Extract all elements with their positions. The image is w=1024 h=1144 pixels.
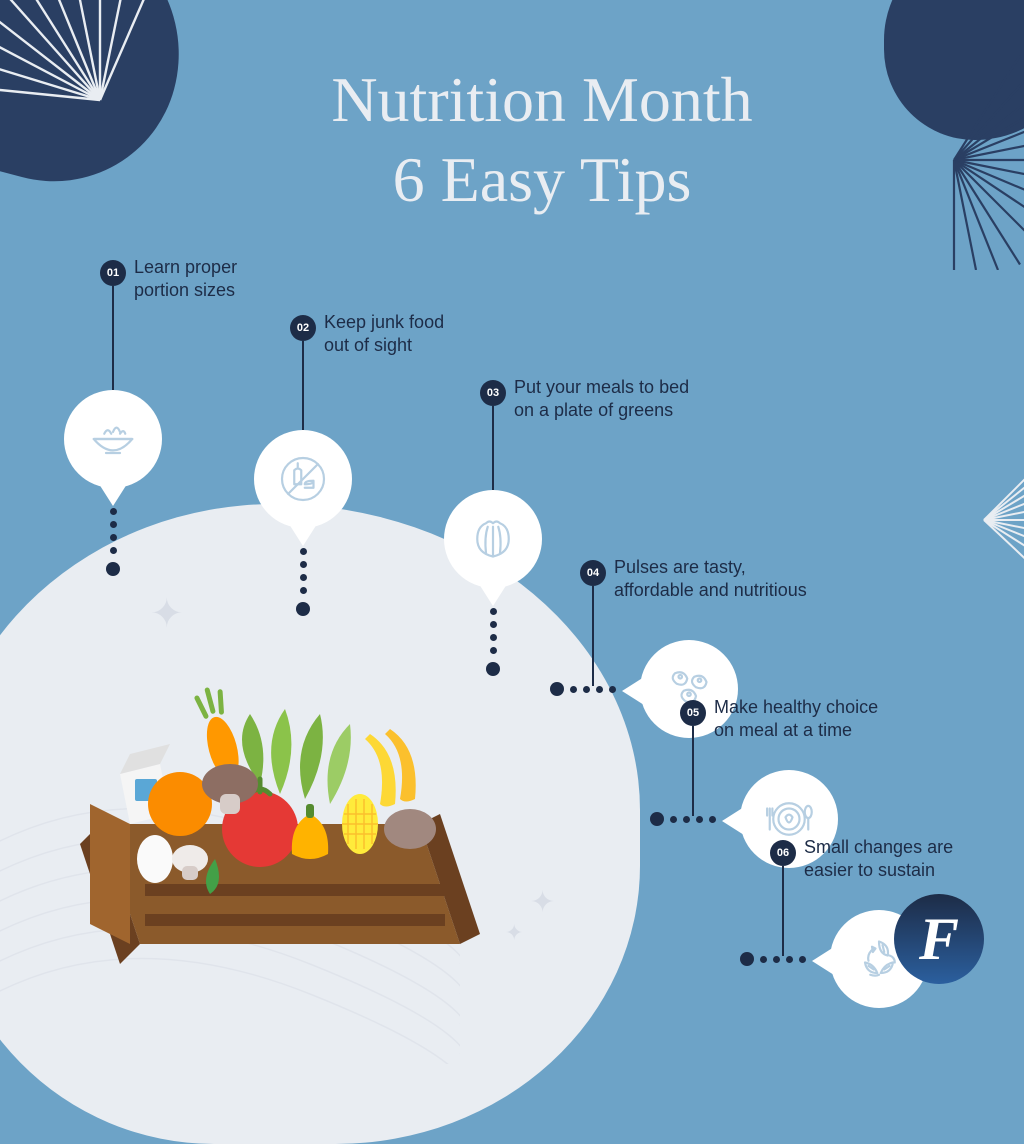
tip-number-badge: 01 xyxy=(100,260,126,286)
tip-number-badge: 05 xyxy=(680,700,706,726)
sparkle-icon: ✦ xyxy=(150,590,184,637)
tip-number-badge: 02 xyxy=(290,315,316,341)
tip-end-dot-icon xyxy=(740,952,754,966)
rays-mid-right-icon xyxy=(884,420,1024,620)
tip-dots-icon xyxy=(760,956,806,963)
tip-end-dot-icon xyxy=(650,812,664,826)
sparkle-icon: ✦ xyxy=(530,885,555,920)
tip-dots-icon xyxy=(570,686,616,693)
tip-connector xyxy=(492,406,494,490)
tip-end-dot-icon xyxy=(106,562,120,576)
tip-end-dot-icon xyxy=(550,682,564,696)
tip-connector xyxy=(692,726,694,816)
page-title: Nutrition Month 6 Easy Tips xyxy=(0,60,1024,220)
tip-connector xyxy=(112,286,114,390)
tip-icon-circle xyxy=(254,430,352,528)
tip-end-dot-icon xyxy=(296,602,310,616)
tip-dots-icon xyxy=(670,816,716,823)
tip-label: Small changes areeasier to sustain xyxy=(804,836,1024,883)
tip-tail-icon xyxy=(812,947,834,975)
tip-label: Make healthy choiceon meal at a time xyxy=(714,696,934,743)
tip-dots-icon xyxy=(300,548,307,594)
tip-number-badge: 04 xyxy=(580,560,606,586)
title-line-2: 6 Easy Tips xyxy=(393,144,692,215)
tip-number-badge: 03 xyxy=(480,380,506,406)
tip-label: Pulses are tasty,affordable and nutritio… xyxy=(614,556,834,603)
tip-tail-icon xyxy=(479,584,507,606)
tip-icon-circle xyxy=(444,490,542,588)
tip-label: Put your meals to bedon a plate of green… xyxy=(514,376,734,423)
tip-tail-icon xyxy=(99,484,127,506)
tip-connector xyxy=(592,586,594,686)
tip-tail-icon xyxy=(289,524,317,546)
tip-label: Learn properportion sizes xyxy=(134,256,354,303)
tip-connector xyxy=(302,341,304,430)
food-crate-illustration xyxy=(60,684,480,964)
tip-tail-icon xyxy=(722,807,744,835)
tip-end-dot-icon xyxy=(486,662,500,676)
brand-logo: F xyxy=(894,894,984,984)
tip-icon-circle xyxy=(64,390,162,488)
tip-dots-icon xyxy=(110,508,117,554)
tip-tail-icon xyxy=(622,677,644,705)
tip-dots-icon xyxy=(490,608,497,654)
tip-label: Keep junk foodout of sight xyxy=(324,311,544,358)
logo-letter: F xyxy=(919,905,959,974)
sparkle-icon: ✦ xyxy=(505,920,523,946)
tip-connector xyxy=(782,866,784,956)
title-line-1: Nutrition Month xyxy=(331,64,752,135)
tip-number-badge: 06 xyxy=(770,840,796,866)
